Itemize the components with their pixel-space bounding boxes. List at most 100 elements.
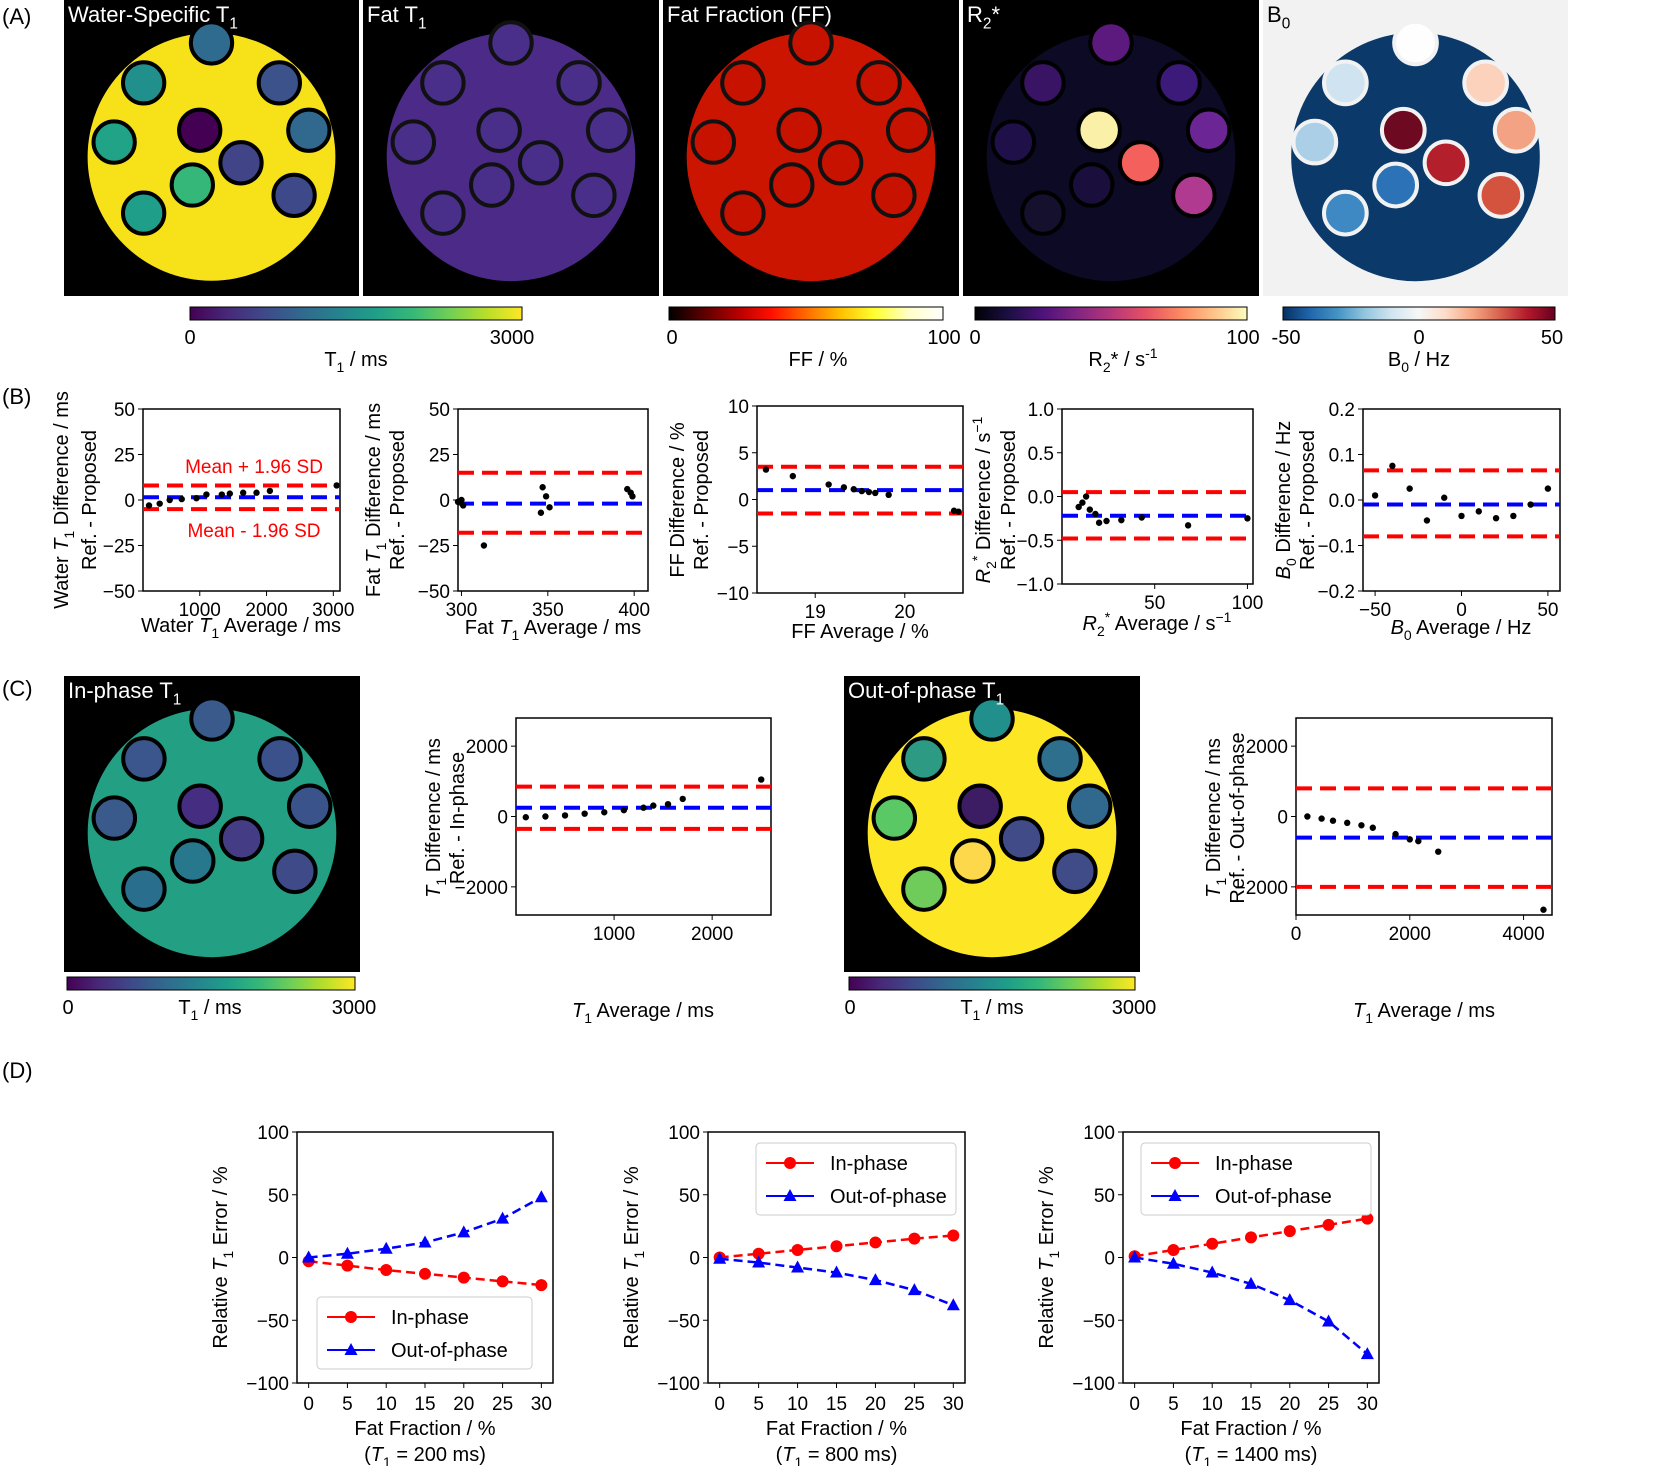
- x-tick-label: 0: [1129, 1394, 1140, 1415]
- data-point: [145, 502, 153, 509]
- x-tick-label: 0: [303, 1394, 314, 1415]
- x-tick-label: −50: [1359, 600, 1391, 621]
- phantom-vial: [177, 783, 223, 829]
- phantom-vial: [901, 866, 947, 912]
- phantom-vial: [188, 20, 235, 66]
- colorbar-label: FF / %: [789, 349, 848, 371]
- x-axis-label: T1 Average / ms: [1353, 1000, 1495, 1026]
- x-tick-label: 100: [1232, 593, 1264, 614]
- phantom-vial: [1020, 60, 1066, 106]
- y-tick-label: −1.0: [1016, 575, 1054, 596]
- phantom-vial: [1422, 139, 1470, 187]
- data-point: [1358, 822, 1365, 829]
- y-axis-label: Ref. - Proposed: [387, 430, 409, 570]
- x-tick-label: 0: [1456, 600, 1467, 621]
- data-point: [664, 800, 672, 808]
- data-point: [1167, 1243, 1180, 1256]
- phantom-vial: [120, 190, 167, 236]
- data-point: [1079, 499, 1086, 506]
- y-tick-label: −50: [1083, 1311, 1115, 1332]
- phantom-vial: [1392, 19, 1439, 67]
- x-tick-label: 10: [787, 1394, 808, 1415]
- data-point: [679, 795, 686, 803]
- data-point: [640, 804, 647, 811]
- data-point: [496, 1275, 509, 1288]
- colorbar-max: 3000: [1112, 997, 1157, 1019]
- phantom-vial: [1171, 172, 1217, 219]
- colorbar-max: 100: [927, 327, 960, 349]
- data-point: [1544, 485, 1552, 492]
- x-tick-label: 15: [826, 1394, 847, 1415]
- data-point: [333, 482, 340, 489]
- data-point: [762, 466, 770, 473]
- phantom-vial: [1156, 60, 1202, 106]
- data-point: [1360, 1347, 1374, 1360]
- data-point: [1206, 1237, 1219, 1250]
- legend-marker: [344, 1343, 358, 1355]
- data-point: [1510, 512, 1517, 520]
- data-point: [1389, 462, 1396, 470]
- y-axis-label: Fat T1 Difference / ms: [363, 403, 389, 597]
- y-axis-label: B0 Difference / Hz: [1273, 421, 1299, 580]
- x-tick-label: 25: [492, 1394, 513, 1415]
- data-point: [1322, 1218, 1335, 1231]
- phantom-vial: [901, 736, 947, 782]
- colorbar-max: 100: [1226, 327, 1259, 349]
- plot-frame: [515, 717, 772, 916]
- x-axis-label: Fat Fraction / %: [1180, 1418, 1321, 1440]
- y-tick-label: −0.5: [1016, 531, 1054, 552]
- y-axis-label: Relative T1 Error / %: [621, 1166, 647, 1348]
- data-point: [1458, 512, 1465, 520]
- data-point: [266, 487, 274, 495]
- data-point: [496, 1211, 510, 1224]
- data-point: [1304, 813, 1311, 820]
- data-point: [1392, 830, 1399, 838]
- y-tick-label: 100: [668, 1123, 700, 1144]
- data-point: [581, 810, 588, 817]
- x-axis-label: Fat T1 Average / ms: [465, 617, 641, 643]
- data-point: [458, 496, 465, 504]
- y-tick-label: 1.0: [1028, 400, 1054, 421]
- data-point: [858, 487, 865, 495]
- map-title: In-phase T1: [68, 678, 181, 709]
- water-t1-map: Water-Specific T1: [64, 0, 359, 296]
- data-point: [178, 495, 185, 503]
- x-tick-label: 3000: [312, 600, 354, 621]
- x-tick-label: 10: [1202, 1394, 1223, 1415]
- phantom-vial: [1492, 106, 1540, 154]
- data-point: [341, 1259, 354, 1272]
- x-tick-label: 30: [1357, 1394, 1378, 1415]
- legend-marker: [1169, 1157, 1181, 1169]
- phantom-vial: [1069, 162, 1115, 208]
- data-point: [1184, 522, 1192, 529]
- x-tick-label: 20: [1279, 1394, 1300, 1415]
- phantom-vial: [1291, 118, 1339, 166]
- map-title: Water-Specific T1: [68, 2, 238, 33]
- map-title: B0: [1267, 2, 1290, 33]
- x-axis-subcaption: (T1 = 1400 ms): [1185, 1444, 1318, 1466]
- phantom-vial: [121, 866, 167, 912]
- data-point: [534, 1190, 548, 1203]
- y-tick-label: −0.2: [1317, 582, 1355, 603]
- r2s-map: R2*: [963, 0, 1259, 296]
- phantom-vial: [390, 119, 437, 165]
- y-axis-label: Ref. - Proposed: [998, 430, 1020, 570]
- data-point: [1244, 1276, 1258, 1289]
- data-point: [340, 1246, 354, 1259]
- y-tick-label: 0: [278, 1249, 289, 1270]
- data-point: [830, 1240, 843, 1253]
- inphase-map: In-phase T1: [64, 676, 360, 972]
- legend: In-phase Out-of-phase: [755, 1142, 957, 1216]
- data-point: [1092, 510, 1099, 518]
- data-point: [1118, 516, 1125, 524]
- plot-frame: [457, 408, 649, 592]
- legend: In-phase Out-of-phase: [1140, 1142, 1372, 1216]
- phantom-vial: [272, 848, 318, 895]
- y-tick-label: 0: [689, 1249, 700, 1270]
- phantom-vial: [776, 107, 822, 153]
- y-tick-label: −2000: [455, 878, 508, 899]
- data-point: [830, 1265, 843, 1278]
- phantom-vial: [1185, 107, 1232, 153]
- phantom-vial: [1372, 161, 1420, 209]
